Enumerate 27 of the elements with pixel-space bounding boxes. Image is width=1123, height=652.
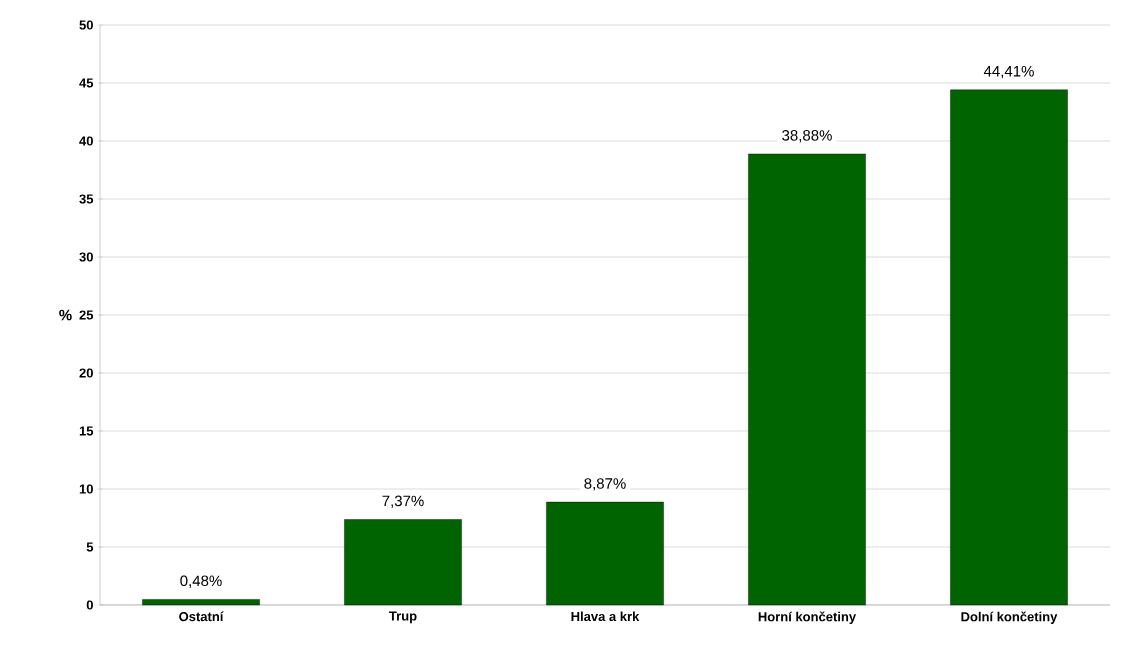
bar bbox=[950, 89, 1068, 606]
y-tick-label: 30 bbox=[79, 252, 93, 262]
bar bbox=[748, 153, 866, 606]
data-label: 44,41% bbox=[983, 65, 1034, 79]
x-tick-label: Trup bbox=[389, 611, 417, 624]
y-tick-label: 45 bbox=[79, 78, 94, 88]
x-tick-label: Dolní končetiny bbox=[961, 611, 1058, 624]
data-label: 0,48% bbox=[180, 575, 222, 588]
x-tick-label: Ostatní bbox=[179, 611, 224, 622]
y-tick-label: 20 bbox=[79, 368, 93, 378]
y-tick-label: 35 bbox=[79, 194, 94, 204]
bar bbox=[546, 501, 664, 606]
x-tick-label: Horní končetiny bbox=[758, 611, 857, 624]
y-tick-label: 15 bbox=[79, 426, 94, 436]
y-tick-label: 25 bbox=[79, 310, 94, 320]
y-tick-label: 5 bbox=[86, 542, 94, 552]
y-tick-label: 10 bbox=[79, 484, 93, 494]
y-tick-label: 50 bbox=[79, 20, 93, 30]
y-axis-title: % bbox=[59, 309, 72, 321]
x-tick-label: Hlava a krk bbox=[571, 611, 640, 622]
bar bbox=[344, 519, 462, 606]
y-tick-label: 40 bbox=[79, 136, 93, 146]
bar bbox=[142, 599, 260, 606]
y-tick-label: 0 bbox=[86, 600, 93, 610]
data-label: 38,88% bbox=[782, 130, 832, 143]
data-label: 8,87% bbox=[584, 478, 626, 491]
data-label: 7,37% bbox=[382, 495, 424, 508]
